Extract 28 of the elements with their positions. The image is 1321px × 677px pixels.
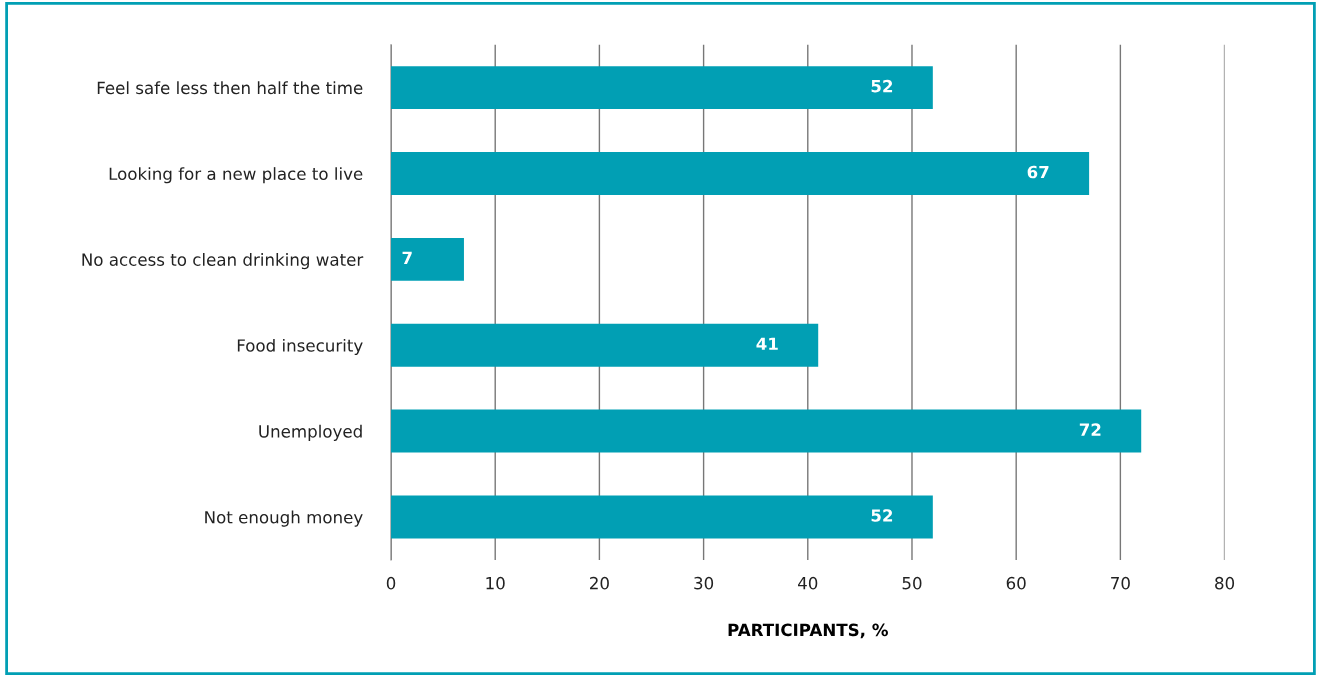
data-label: 67 xyxy=(1027,165,1049,179)
y-tick-label: Unemployed xyxy=(259,424,362,441)
x-tick-label: 40 xyxy=(798,576,818,590)
x-tick-label: 0 xyxy=(386,576,396,590)
data-label: 72 xyxy=(1079,423,1101,436)
x-tick-label: 50 xyxy=(902,576,922,590)
y-tick-label: Food insecurity xyxy=(237,338,363,356)
y-tick-label: Feel safe less then half the time xyxy=(97,81,363,95)
bar xyxy=(391,66,933,110)
bar xyxy=(391,495,933,539)
bar xyxy=(391,237,464,281)
x-tick-label: 10 xyxy=(486,576,505,590)
bar xyxy=(391,409,1142,453)
data-label: 52 xyxy=(871,79,893,93)
x-tick-label: 20 xyxy=(590,576,609,590)
y-tick-label: Not enough money xyxy=(205,510,363,527)
data-label: 52 xyxy=(871,509,893,522)
data-label: 7 xyxy=(402,251,412,264)
data-label: 41 xyxy=(756,337,778,350)
bar xyxy=(391,152,1090,195)
y-tick-label: No access to clean drinking water xyxy=(82,253,364,270)
x-tick-label: 30 xyxy=(694,576,714,590)
y-tick-label: Looking for a new place to live xyxy=(109,167,363,184)
bar xyxy=(391,323,819,367)
x-tick-label: 60 xyxy=(1006,576,1026,590)
x-axis-title: PARTICIPANTS, % xyxy=(728,623,888,639)
x-tick-label: 70 xyxy=(1111,576,1130,590)
x-tick-label: 80 xyxy=(1215,576,1235,590)
